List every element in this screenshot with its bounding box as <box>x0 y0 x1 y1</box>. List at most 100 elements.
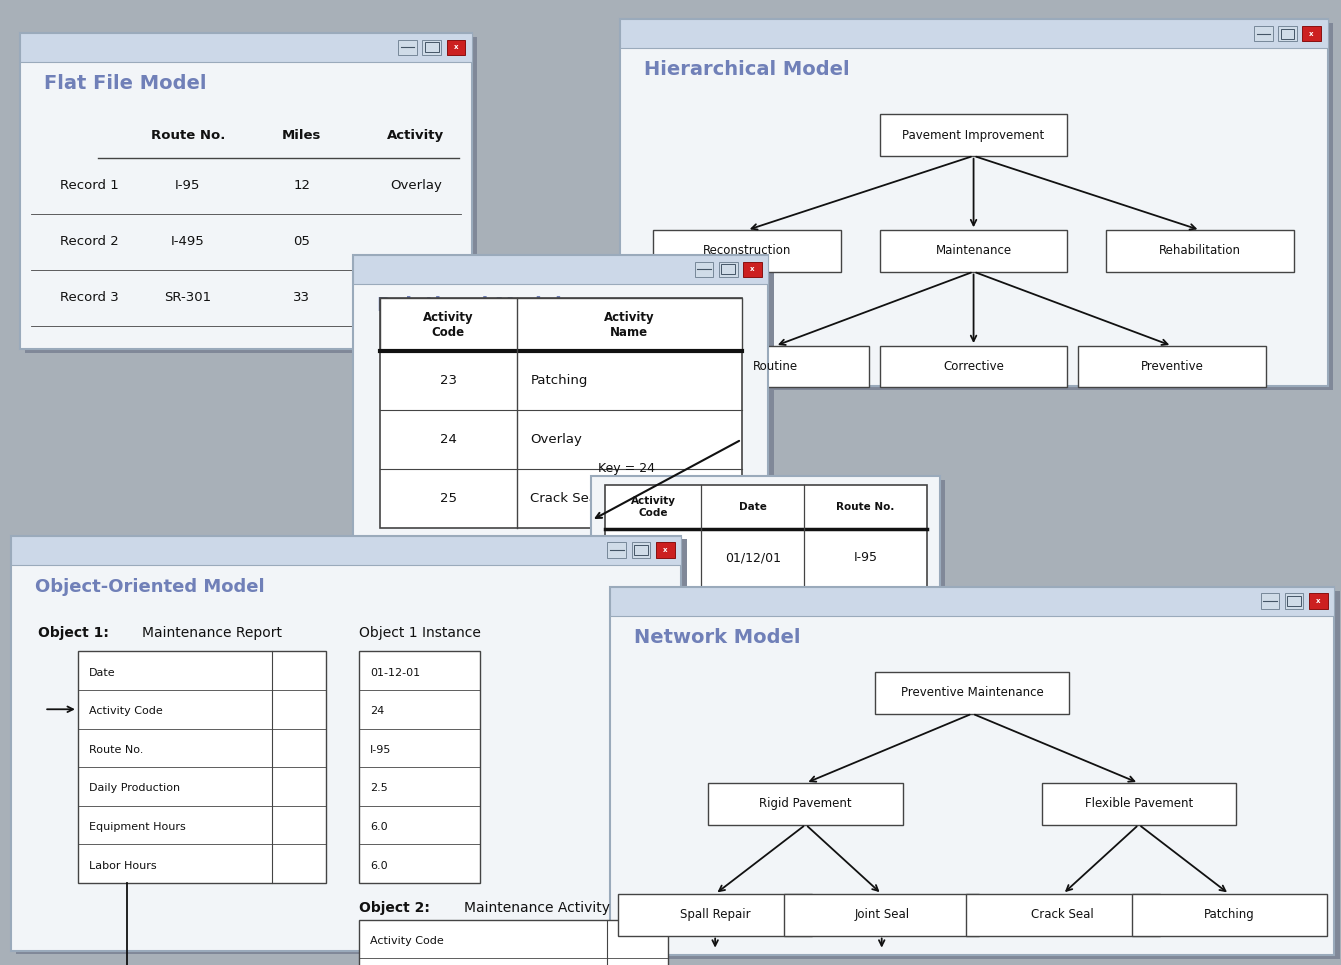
Text: Activity
Name: Activity Name <box>603 311 654 339</box>
FancyBboxPatch shape <box>1302 26 1321 41</box>
Text: I-95: I-95 <box>853 551 877 565</box>
FancyBboxPatch shape <box>25 37 477 353</box>
Text: Maintenance Activity: Maintenance Activity <box>464 901 610 915</box>
Text: x: x <box>453 44 459 50</box>
FancyBboxPatch shape <box>656 542 675 558</box>
Text: Rehabilitation: Rehabilitation <box>1159 244 1242 258</box>
Text: 24: 24 <box>645 551 661 565</box>
Text: SR-301: SR-301 <box>164 291 212 304</box>
FancyBboxPatch shape <box>620 19 1328 48</box>
Text: Crack Seal: Crack Seal <box>1031 908 1094 922</box>
Text: Overlay: Overlay <box>531 433 582 446</box>
Text: I-495: I-495 <box>170 235 205 248</box>
FancyBboxPatch shape <box>398 40 417 55</box>
FancyBboxPatch shape <box>681 346 869 387</box>
Text: Maintenance: Maintenance <box>936 244 1011 258</box>
FancyBboxPatch shape <box>743 262 762 277</box>
Text: Object 1:: Object 1: <box>38 626 109 640</box>
Text: Activity
Code: Activity Code <box>422 311 473 339</box>
Text: Key = 24: Key = 24 <box>598 462 656 475</box>
Text: Flexible Pavement: Flexible Pavement <box>1085 797 1193 811</box>
Text: x: x <box>662 547 668 553</box>
Text: Record 1: Record 1 <box>60 179 119 192</box>
Text: x: x <box>1316 598 1321 604</box>
Text: Activity Code: Activity Code <box>370 936 444 946</box>
FancyBboxPatch shape <box>880 115 1067 155</box>
Text: Preventive: Preventive <box>1141 360 1203 373</box>
Text: Network Model: Network Model <box>634 627 801 647</box>
Text: Flat File Model: Flat File Model <box>44 73 207 93</box>
Text: Overlay: Overlay <box>390 179 441 192</box>
Text: 02/08/01: 02/08/01 <box>724 609 780 622</box>
Text: I-66: I-66 <box>853 609 877 622</box>
FancyBboxPatch shape <box>605 485 927 645</box>
Text: 01/12/01: 01/12/01 <box>725 551 780 565</box>
FancyBboxPatch shape <box>358 259 774 575</box>
Text: Date: Date <box>739 502 767 512</box>
Text: 24: 24 <box>645 609 661 622</box>
FancyBboxPatch shape <box>708 783 902 824</box>
Text: Object-Oriented Model: Object-Oriented Model <box>35 577 264 595</box>
FancyBboxPatch shape <box>78 651 326 883</box>
FancyBboxPatch shape <box>1042 783 1236 824</box>
FancyBboxPatch shape <box>1278 26 1297 41</box>
Text: Maintenance Report: Maintenance Report <box>142 626 282 640</box>
FancyBboxPatch shape <box>16 539 687 954</box>
FancyBboxPatch shape <box>1309 593 1328 609</box>
FancyBboxPatch shape <box>618 894 813 935</box>
FancyBboxPatch shape <box>695 262 713 277</box>
Text: Joint Seal: Joint Seal <box>854 908 909 922</box>
FancyBboxPatch shape <box>1132 894 1326 935</box>
Text: I-95: I-95 <box>176 179 200 192</box>
FancyBboxPatch shape <box>874 672 1070 714</box>
FancyBboxPatch shape <box>20 33 472 62</box>
Text: 01-12-01: 01-12-01 <box>370 668 420 677</box>
FancyBboxPatch shape <box>11 536 681 951</box>
FancyBboxPatch shape <box>353 255 768 571</box>
FancyBboxPatch shape <box>610 587 1334 955</box>
Text: Crack Sealing: Crack Sealing <box>531 492 622 505</box>
FancyBboxPatch shape <box>610 587 1334 616</box>
Text: Route No.: Route No. <box>89 745 143 755</box>
Text: 23: 23 <box>440 374 457 387</box>
Text: Patching: Patching <box>531 374 587 387</box>
Text: Hierarchical Model: Hierarchical Model <box>644 60 849 79</box>
Text: 25: 25 <box>440 492 457 505</box>
Text: Date: Date <box>89 668 115 677</box>
FancyBboxPatch shape <box>784 894 979 935</box>
Text: x: x <box>750 266 755 272</box>
FancyBboxPatch shape <box>591 476 940 654</box>
Text: Object 2:: Object 2: <box>359 901 430 915</box>
Text: 6.0: 6.0 <box>370 861 388 870</box>
Text: Relational Model: Relational Model <box>377 295 562 315</box>
FancyBboxPatch shape <box>353 269 768 284</box>
Text: 05: 05 <box>294 235 310 248</box>
FancyBboxPatch shape <box>1261 593 1279 609</box>
FancyBboxPatch shape <box>719 262 738 277</box>
FancyBboxPatch shape <box>422 40 441 55</box>
Text: I-95: I-95 <box>370 745 392 755</box>
FancyBboxPatch shape <box>620 34 1328 48</box>
Text: Record 3: Record 3 <box>60 291 119 304</box>
Text: Rigid Pavement: Rigid Pavement <box>759 797 852 811</box>
Text: 24: 24 <box>440 433 457 446</box>
FancyBboxPatch shape <box>610 601 1334 616</box>
FancyBboxPatch shape <box>880 230 1067 272</box>
FancyBboxPatch shape <box>359 920 668 965</box>
FancyBboxPatch shape <box>20 47 472 62</box>
Text: Corrective: Corrective <box>943 360 1004 373</box>
Text: Object 1 Instance: Object 1 Instance <box>359 626 481 640</box>
Text: 12: 12 <box>294 179 310 192</box>
Text: x: x <box>1309 31 1314 37</box>
FancyBboxPatch shape <box>625 23 1333 390</box>
Text: 33: 33 <box>294 291 310 304</box>
Text: Routine: Routine <box>752 360 798 373</box>
FancyBboxPatch shape <box>620 19 1328 386</box>
Text: 24: 24 <box>370 706 385 716</box>
FancyBboxPatch shape <box>11 550 681 565</box>
FancyBboxPatch shape <box>632 542 650 558</box>
Text: Preventive Maintenance: Preventive Maintenance <box>901 686 1043 700</box>
Text: Pavement Improvement: Pavement Improvement <box>902 128 1045 142</box>
FancyBboxPatch shape <box>616 591 1340 959</box>
FancyBboxPatch shape <box>653 230 841 272</box>
